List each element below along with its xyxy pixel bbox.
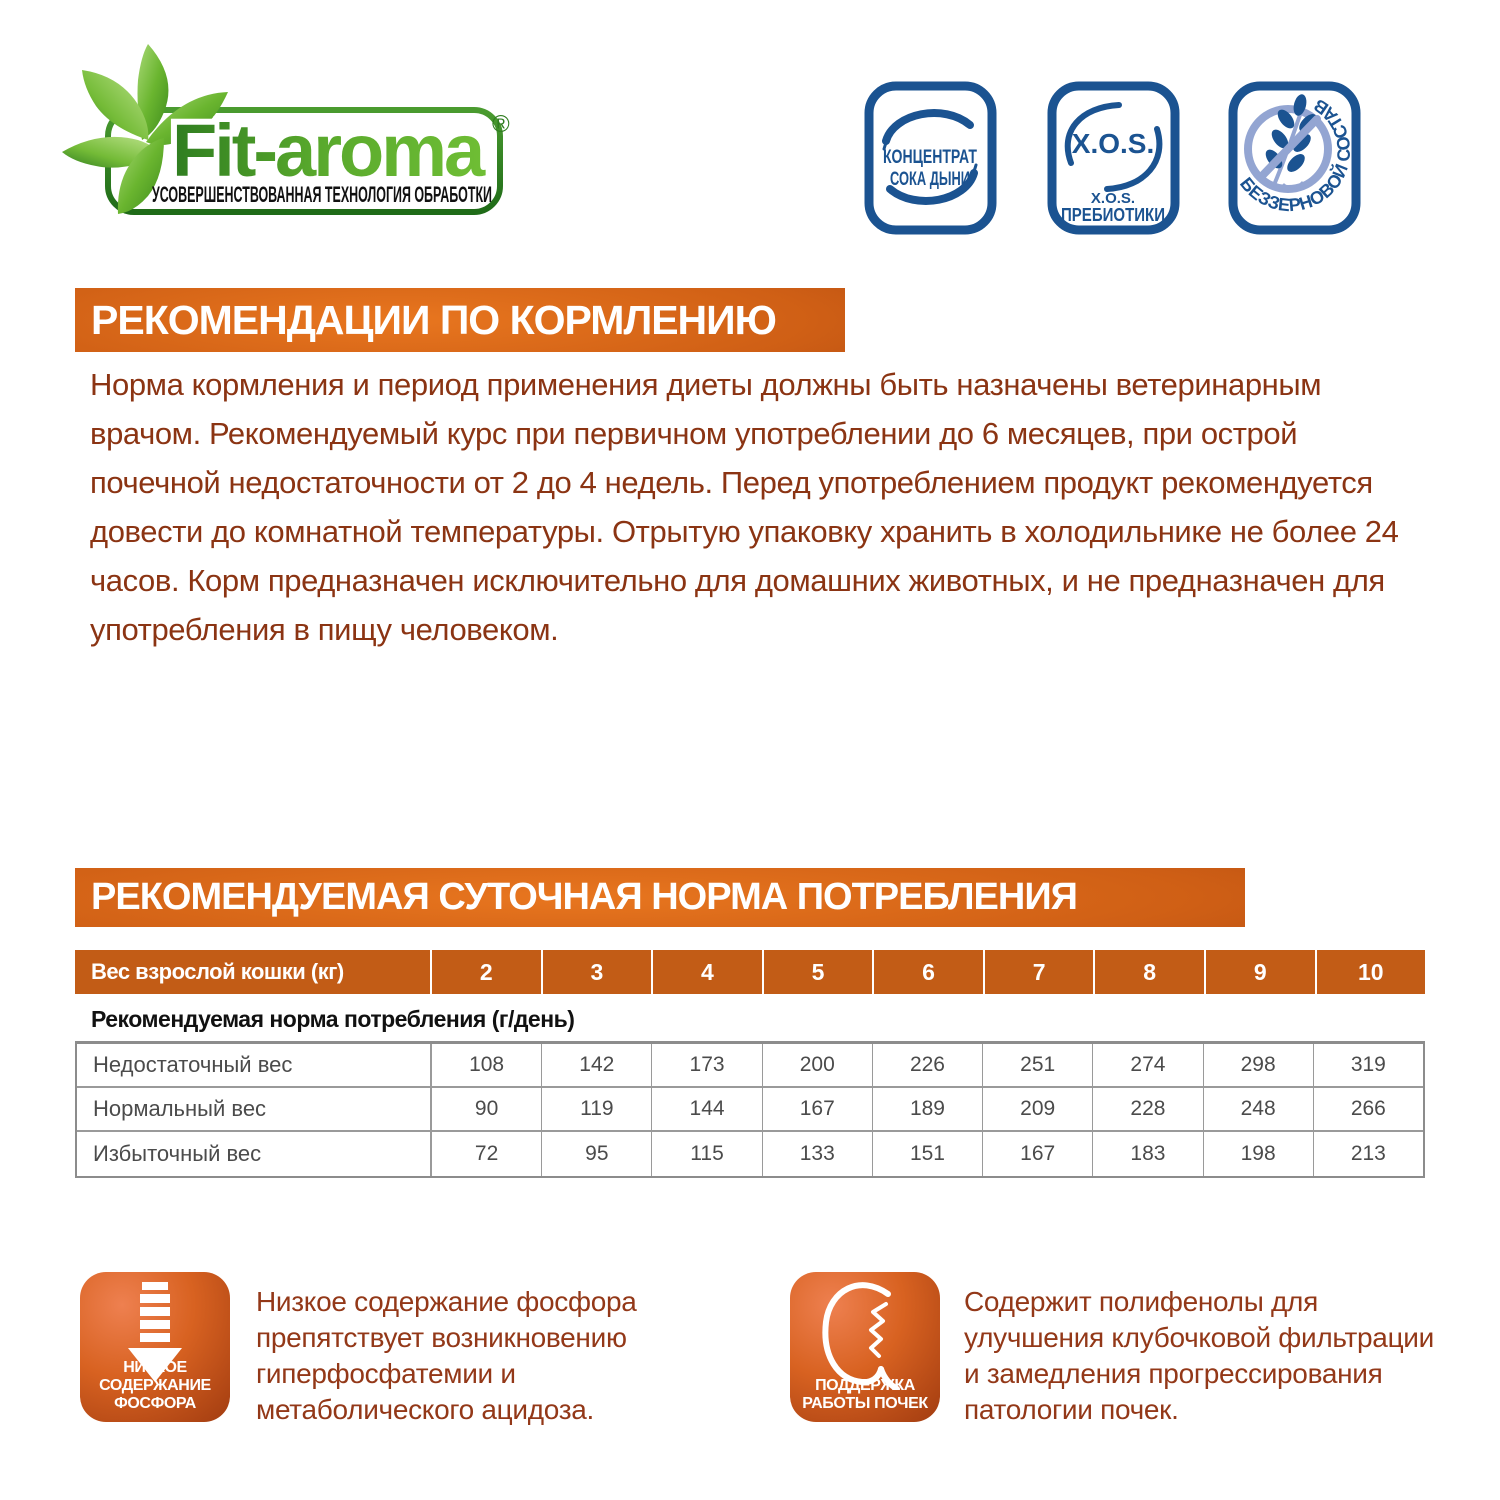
table-row-overweight: Избыточный вес 72 95 115 133 151 167 183… [77,1132,1423,1176]
consumption-value: 167 [983,1132,1094,1176]
table-row-normal: Нормальный вес 90 119 144 167 189 209 22… [77,1088,1423,1132]
brand-name: Fit-aroma [172,109,486,192]
consumption-table: Недостаточный вес 108 142 173 200 226 25… [75,1041,1425,1178]
consumption-value: 198 [1204,1132,1314,1176]
row-label: Недостаточный вес [77,1044,432,1086]
consumption-value: 274 [1093,1044,1204,1086]
low-phosphorus-text: Низкое содержание фосфора препятствует в… [256,1286,637,1425]
kidney-support-text: Содержит полифенолы для улучшения клубоч… [964,1286,1434,1425]
consumption-value: 151 [873,1132,984,1176]
down-arrow-icon [128,1282,182,1382]
consumption-value: 144 [652,1088,763,1130]
registered-mark: ® [492,111,510,138]
weight-col-header: 3 [540,950,652,994]
leaf-cluster-icon [62,44,228,214]
weight-col-header: 10 [1314,950,1426,994]
crossed-wheat-icon [1244,94,1332,193]
consumption-value: 90 [432,1088,543,1130]
consumption-value: 226 [873,1044,984,1086]
grain-free-badge: БЕЗЗЕРНОВОЙ СОСТАВ [1228,81,1361,235]
melon-juice-concentrate-badge: КОНЦЕНТРАТ СОКА ДЫНИ [864,81,997,235]
consumption-value: 189 [873,1088,984,1130]
consumption-value: 95 [542,1132,653,1176]
melon-badge-line2: СОКА ДЫНИ [890,169,970,190]
feeding-title: РЕКОМЕНДАЦИИ ПО КОРМЛЕНИЮ [91,296,777,343]
consumption-value: 298 [1204,1044,1314,1086]
row-label: Нормальный вес [77,1088,432,1130]
consumption-value: 248 [1204,1088,1314,1130]
weight-col-header: 6 [872,950,983,994]
daily-norm-title: РЕКОМЕНДУЕМАЯ СУТОЧНАЯ НОРМА ПОТРЕБЛЕНИЯ [91,876,1078,918]
oval-swoosh-icon [1064,102,1163,192]
logo-tagline: УСОВЕРШЕНСТВОВАННАЯ ТЕХНОЛОГИЯ ОБРАБОТКИ [152,182,492,207]
feeding-body-text: Норма кормления и период применения диет… [90,367,1399,647]
low-phosphorus-badge: НИЗКОЕ СОДЕРЖАНИЕ ФОСФОРА [80,1272,230,1422]
weight-col-header: 4 [651,950,762,994]
kidney-icon [822,1282,900,1390]
weight-col-header: 9 [1203,950,1315,994]
xos-prebiotics-label: ПРЕБИОТИКИ [1061,205,1165,225]
daily-norm-header: РЕКОМЕНДУЕМАЯ СУТОЧНАЯ НОРМА ПОТРЕБЛЕНИЯ [75,868,1245,927]
consumption-value: 266 [1350,1097,1386,1120]
daily-norm-table: Вес взрослой кошки (кг) 2 3 4 5 6 7 8 9 … [75,950,1425,1178]
consumption-value: 209 [983,1088,1094,1130]
consumption-value: 251 [983,1044,1094,1086]
consumption-value: 108 [432,1044,543,1086]
fit-aroma-logo: Fit-aroma ® УСОВЕРШЕНСТВОВАННАЯ ТЕХНОЛОГ… [62,44,510,215]
weight-col-header: 8 [1093,950,1204,994]
row-label: Избыточный вес [77,1132,432,1176]
low-phosphorus-caption: НИЗКОЕ СОДЕРЖАНИЕ ФОСФОРА [99,1359,211,1412]
kidney-support-caption: ПОДДЕРЖКА РАБОТЫ ПОЧЕК [802,1377,928,1412]
weight-col-header: 7 [982,950,1094,994]
table-header-row: Вес взрослой кошки (кг) 2 3 4 5 6 7 8 9 … [75,950,1425,994]
consumption-value: 133 [763,1132,873,1176]
kidney-support-badge: ПОДДЕРЖКА РАБОТЫ ПОЧЕК [790,1272,940,1422]
consumption-value: 173 [652,1044,763,1086]
weight-header-label: Вес взрослой кошки (кг) [91,959,344,984]
melon-badge-line1: КОНЦЕНТРАТ [883,147,977,168]
consumption-value: 119 [542,1088,653,1130]
table-subheader: Рекомендуемая норма потребления (г/день) [91,1006,575,1032]
consumption-value: 319 [1350,1053,1386,1076]
consumption-value: 142 [542,1044,653,1086]
weight-col-header: 2 [430,950,541,994]
xos-prebiotics-badge: X.O.S. X.O.S. ПРЕБИОТИКИ [1047,81,1180,235]
consumption-value: 72 [432,1132,543,1176]
consumption-value: 115 [652,1132,763,1176]
xos-big-label: X.O.S. [1072,128,1154,159]
swoosh-icon [882,109,978,205]
weight-col-header: 5 [761,950,873,994]
consumption-value: 213 [1350,1142,1386,1165]
consumption-value: 228 [1093,1088,1204,1130]
table-row-underweight: Недостаточный вес 108 142 173 200 226 25… [77,1044,1423,1088]
xos-sub-label: X.O.S. [1091,190,1135,207]
feeding-recommendations-header: РЕКОМЕНДАЦИИ ПО КОРМЛЕНИЮ [75,288,845,352]
consumption-value: 200 [763,1044,873,1086]
consumption-value: 167 [763,1088,873,1130]
consumption-value: 183 [1093,1132,1204,1176]
